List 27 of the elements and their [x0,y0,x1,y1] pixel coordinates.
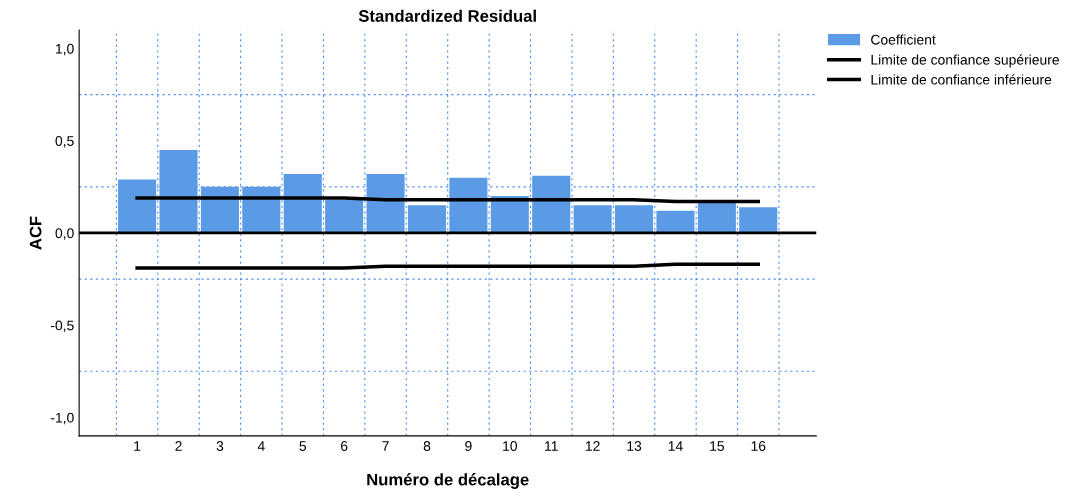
y-tick-label: 0,0 [55,228,74,240]
x-tick-label: 1 [134,441,141,451]
x-tick-label: 7 [382,441,389,451]
legend-label: Coefficient [871,34,936,45]
x-tick-label: 5 [299,441,307,451]
x-tick-label: 9 [465,441,472,451]
chart-title: Standardized Residual [358,9,536,22]
x-tick-label: 4 [257,441,265,451]
y-tick-label: -1,0 [50,412,74,425]
x-tick-label: 11 [545,441,558,451]
y-axis-title: ACF [29,216,42,250]
y-tick-label: 0,5 [55,136,74,148]
x-tick-label: 8 [423,441,431,451]
x-tick-label: 16 [751,441,766,451]
x-tick-label: 14 [668,441,683,451]
legend-label: Limite de confiance inférieure [871,74,1052,85]
legend-label: Limite de confiance supérieure [871,54,1059,68]
x-tick-label: 2 [175,441,182,451]
x-tick-label: 15 [710,441,725,451]
x-tick-label: 12 [585,441,600,451]
x-tick-label: 6 [341,441,348,451]
x-tick-label: 13 [627,441,642,451]
y-tick-label: 1,0 [56,43,74,56]
x-axis-title: Numéro de décalage [367,473,529,489]
y-tick-label: -0,5 [50,320,74,332]
x-tick-label: 3 [216,441,224,451]
x-tick-label: 10 [503,441,517,451]
